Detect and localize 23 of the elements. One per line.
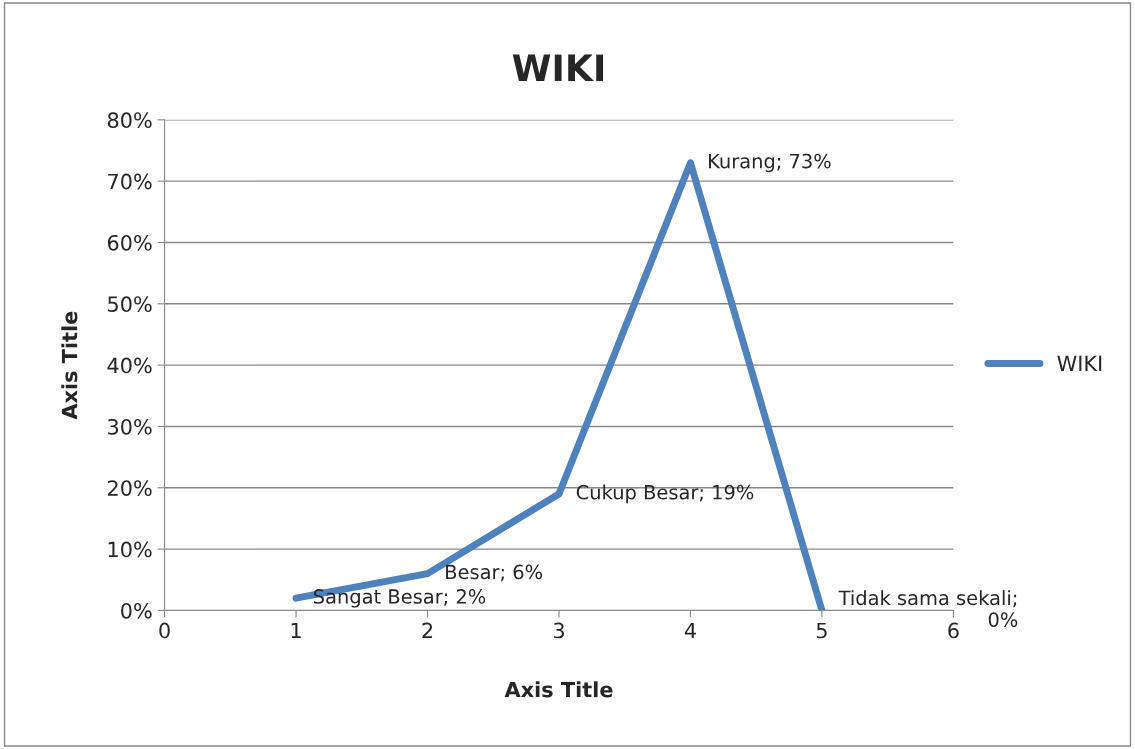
chart-title: WIKI xyxy=(512,54,603,81)
y-tick-label: 80% xyxy=(107,112,152,129)
y-tick-label: 50% xyxy=(108,296,152,313)
y-tick-label: 40% xyxy=(107,357,152,374)
y-tick-label: 20% xyxy=(107,480,152,496)
x-tick-label: 1 xyxy=(291,622,301,639)
legend-label: WIKI xyxy=(1057,355,1102,371)
x-axis-title: Axis Title xyxy=(504,681,613,698)
y-tick-label: 70% xyxy=(108,173,152,190)
y-tick-label: 0% xyxy=(121,602,152,619)
x-tick-label: 2 xyxy=(422,622,433,639)
data-label: Sangat Besar; 2% xyxy=(313,589,486,608)
data-label: Kurang; 73% xyxy=(709,153,831,173)
y-tick-label: 30% xyxy=(108,418,152,435)
y-tick-label: 10% xyxy=(108,541,152,558)
data-label: Besar; 6% xyxy=(446,564,543,582)
x-tick-label: 0 xyxy=(159,622,170,639)
data-label: Cukup Besar; 19% xyxy=(576,484,754,504)
x-tick-label: 5 xyxy=(816,622,827,639)
x-tick-label: 4 xyxy=(684,622,696,639)
x-tick-label: 3 xyxy=(553,622,564,639)
y-axis-title: Axis Title xyxy=(61,311,78,420)
y-tick-label: 60% xyxy=(107,234,152,251)
